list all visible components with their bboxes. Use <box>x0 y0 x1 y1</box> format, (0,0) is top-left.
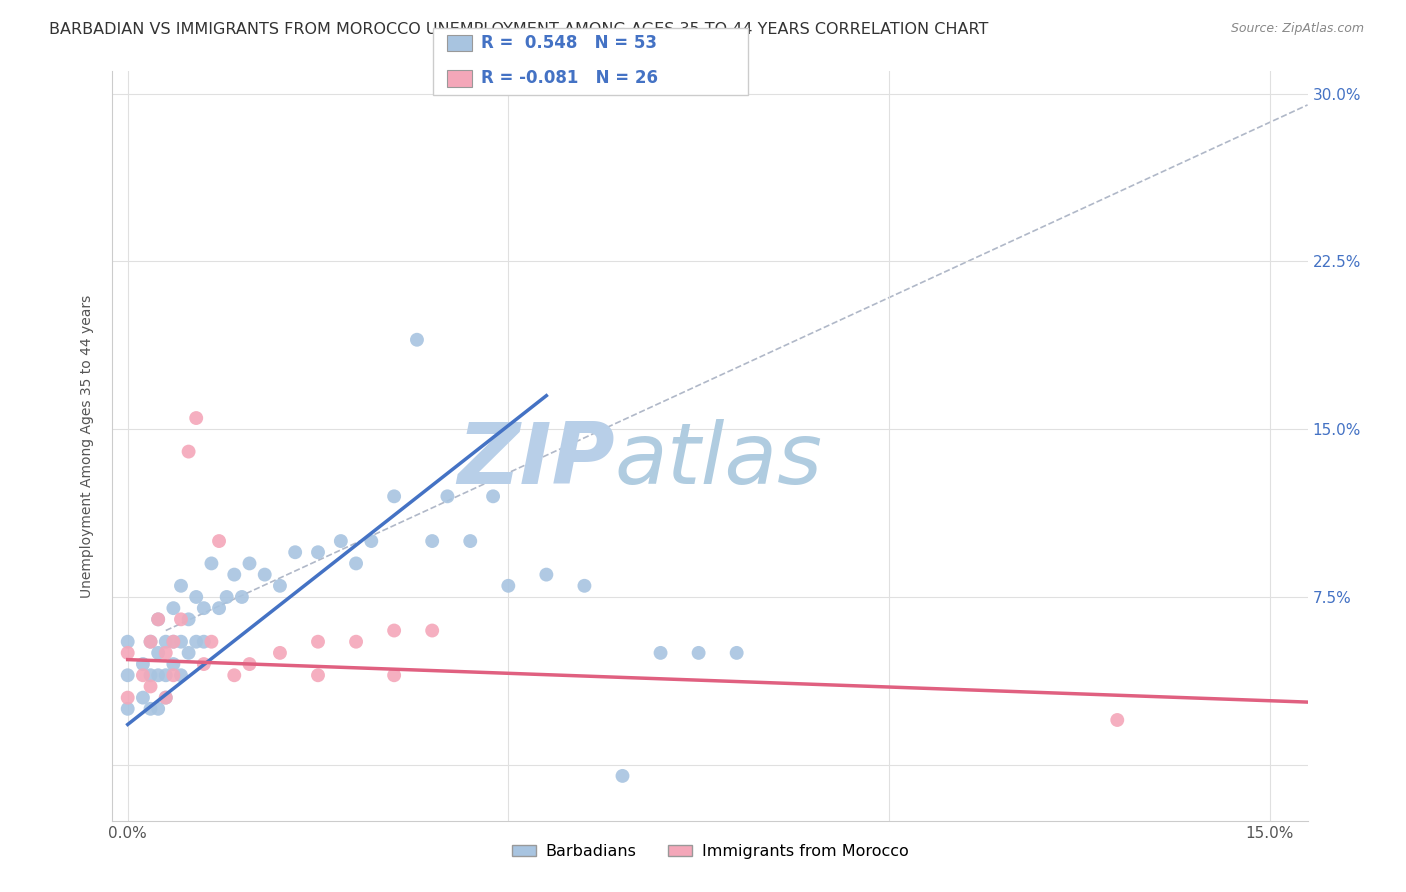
Point <box>177 646 200 660</box>
Point <box>1107 713 1129 727</box>
Legend: Barbadians, Immigrants from Morocco: Barbadians, Immigrants from Morocco <box>505 838 915 865</box>
Point <box>650 646 672 660</box>
Point <box>307 545 329 559</box>
Point <box>231 590 253 604</box>
Point <box>146 702 169 716</box>
Point <box>132 657 155 671</box>
Point <box>132 690 155 705</box>
Point <box>155 690 177 705</box>
Point <box>162 601 184 615</box>
Point <box>360 534 382 549</box>
Point <box>208 601 231 615</box>
Point <box>162 634 184 648</box>
Point <box>284 545 307 559</box>
Point <box>170 634 193 648</box>
Point <box>155 690 177 705</box>
Text: BARBADIAN VS IMMIGRANTS FROM MOROCCO UNEMPLOYMENT AMONG AGES 35 TO 44 YEARS CORR: BARBADIAN VS IMMIGRANTS FROM MOROCCO UNE… <box>49 22 988 37</box>
Text: ZIP: ZIP <box>457 419 614 502</box>
Point <box>146 646 169 660</box>
Point <box>420 624 443 638</box>
Point <box>307 668 329 682</box>
Point <box>186 634 208 648</box>
Point <box>162 634 184 648</box>
Point <box>177 444 200 458</box>
Point <box>224 668 246 682</box>
Point <box>139 634 162 648</box>
Point <box>382 624 405 638</box>
Point <box>139 634 162 648</box>
Point <box>420 534 443 549</box>
Point <box>482 489 505 503</box>
Point <box>253 567 276 582</box>
Point <box>382 668 405 682</box>
Point <box>146 612 169 626</box>
Point <box>498 579 520 593</box>
Point <box>208 534 231 549</box>
Point <box>146 612 169 626</box>
Point <box>193 634 215 648</box>
Point <box>436 489 458 503</box>
Point <box>215 590 238 604</box>
Point <box>406 333 429 347</box>
Point <box>155 634 177 648</box>
Point <box>117 634 139 648</box>
Point <box>200 557 222 571</box>
Point <box>238 557 260 571</box>
Point <box>238 657 260 671</box>
Point <box>155 668 177 682</box>
Text: Source: ZipAtlas.com: Source: ZipAtlas.com <box>1230 22 1364 36</box>
Point <box>224 567 246 582</box>
Point <box>132 668 155 682</box>
Point <box>186 411 208 425</box>
Point <box>344 634 367 648</box>
Point <box>155 646 177 660</box>
Text: atlas: atlas <box>614 419 823 502</box>
Point <box>193 657 215 671</box>
Point <box>329 534 352 549</box>
Point <box>117 690 139 705</box>
Point <box>574 579 596 593</box>
Text: R =  0.548   N = 53: R = 0.548 N = 53 <box>481 34 657 52</box>
Point <box>139 702 162 716</box>
Point <box>536 567 558 582</box>
Point <box>162 668 184 682</box>
Point <box>382 489 405 503</box>
Point <box>200 634 222 648</box>
Point <box>725 646 748 660</box>
Point <box>269 579 291 593</box>
Point <box>193 601 215 615</box>
Point <box>177 612 200 626</box>
Point <box>344 557 367 571</box>
Point <box>146 668 169 682</box>
Point <box>117 702 139 716</box>
Point <box>117 668 139 682</box>
Point <box>688 646 710 660</box>
Point <box>269 646 291 660</box>
Point <box>162 657 184 671</box>
Y-axis label: Unemployment Among Ages 35 to 44 years: Unemployment Among Ages 35 to 44 years <box>80 294 94 598</box>
Point <box>170 579 193 593</box>
Point <box>139 668 162 682</box>
Point <box>612 769 634 783</box>
Point <box>186 590 208 604</box>
Point <box>170 668 193 682</box>
Point <box>307 634 329 648</box>
Point <box>170 612 193 626</box>
Point <box>117 646 139 660</box>
Point <box>139 680 162 694</box>
Text: R = -0.081   N = 26: R = -0.081 N = 26 <box>481 70 658 87</box>
Point <box>458 534 481 549</box>
